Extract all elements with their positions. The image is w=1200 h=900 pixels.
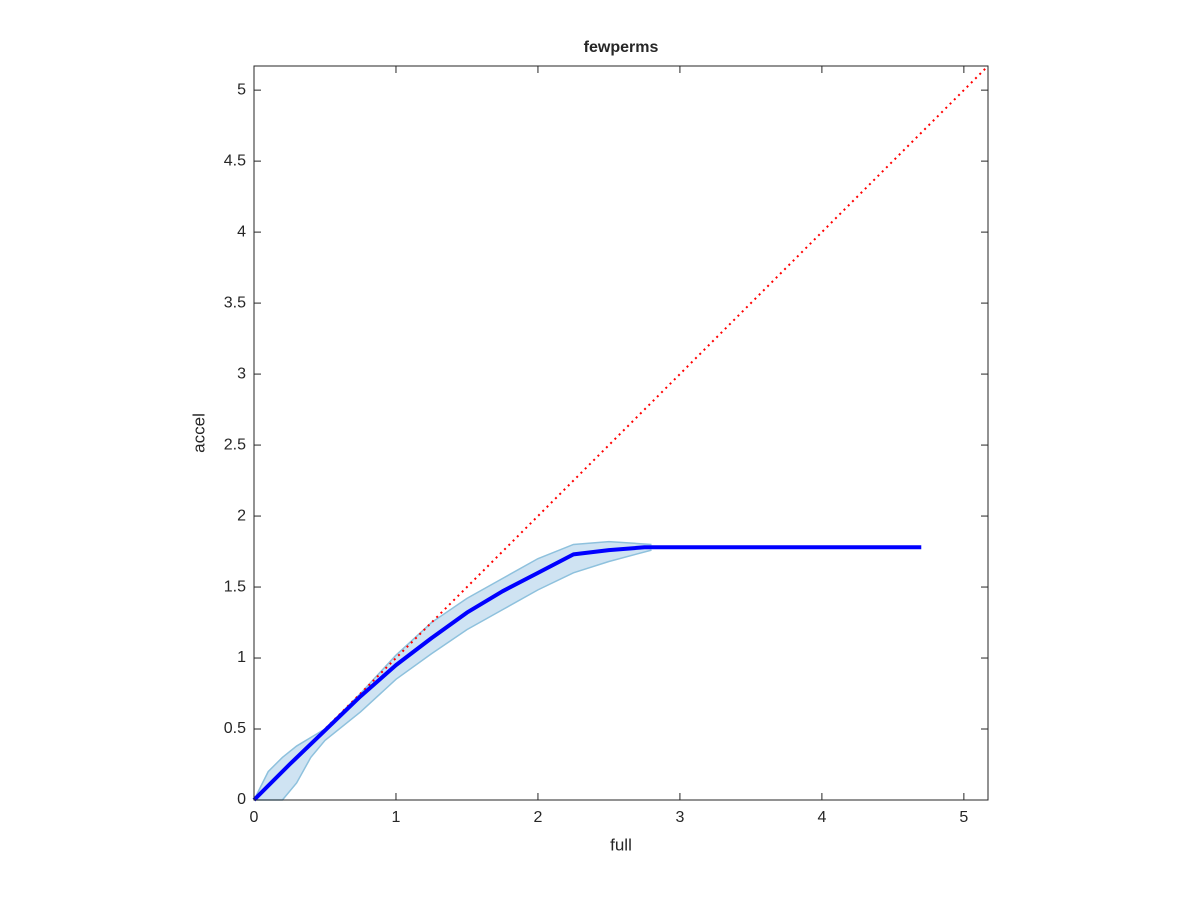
confidence-band: [254, 541, 652, 800]
y-tick-label: 0: [237, 791, 246, 808]
band-lower-edge: [254, 549, 652, 801]
y-tick-label: 5: [237, 81, 246, 98]
y-tick-label: 1.5: [224, 578, 246, 595]
x-tick-label: 1: [392, 809, 401, 826]
x-axis-label: full: [610, 835, 632, 854]
plot-frame: [253, 65, 989, 801]
y-tick-label: 3: [237, 365, 246, 382]
x-tick-label: 0: [250, 809, 259, 826]
mean-line: [252, 545, 922, 802]
y-tick-label: 2.5: [224, 436, 246, 453]
y-tick-label: 1: [237, 649, 246, 666]
y-tick-label: 0.5: [224, 720, 246, 737]
x-tick-label: 3: [675, 809, 684, 826]
y-tick-label: 2: [237, 507, 246, 524]
y-tick-label: 4.5: [224, 152, 246, 169]
chart-title: fewperms: [584, 39, 659, 56]
x-tick-label: 5: [959, 809, 968, 826]
x-tick-label: 2: [533, 809, 542, 826]
x-tick-label: 4: [817, 809, 826, 826]
reference-line: [253, 65, 989, 801]
y-tick-label: 4: [237, 223, 246, 240]
y-axis-label: accel: [189, 413, 208, 453]
band-upper-edge: [253, 540, 652, 801]
y-tick-label: 3.5: [224, 294, 246, 311]
